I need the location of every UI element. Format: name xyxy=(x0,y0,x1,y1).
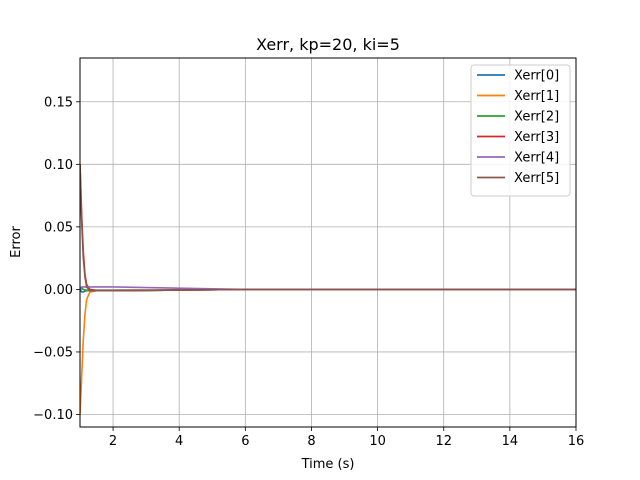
legend: Xerr[0] Xerr[1] Xerr[2] Xerr[3] Xerr[4] Xerr[… xyxy=(470,64,571,197)
plot-series xyxy=(80,164,576,415)
y-tick-label: 0.15 xyxy=(44,95,73,110)
chart-title: Xerr, kp=20, ki=5 xyxy=(256,35,400,54)
axis-ticks: 2 4 6 8 10 12 14 16 −0.10 −0.05 0.00 0.05 0.10 0.15 xyxy=(33,95,584,449)
y-tick-label: 0.05 xyxy=(44,220,73,235)
legend-label: Xerr[1] xyxy=(514,89,559,104)
legend-label: Xerr[3] xyxy=(514,130,559,145)
legend-box xyxy=(470,64,571,197)
x-tick-label: 12 xyxy=(435,434,452,449)
y-tick-label: 0.10 xyxy=(44,158,73,173)
x-tick-label: 16 xyxy=(568,434,585,449)
x-tick-label: 2 xyxy=(109,434,117,449)
plot-area-frame xyxy=(79,57,577,428)
series-line-5 xyxy=(80,164,576,292)
legend-label: Xerr[0] xyxy=(514,69,559,84)
y-tick-label: 0.00 xyxy=(44,283,73,298)
y-tick-label: −0.05 xyxy=(33,345,73,360)
legend-label: Xerr[2] xyxy=(514,110,559,125)
x-axis-title: Time (s) xyxy=(301,457,355,472)
x-tick-label: 8 xyxy=(307,434,315,449)
legend-label: Xerr[4] xyxy=(514,151,559,166)
x-tick-label: 6 xyxy=(241,434,249,449)
x-tick-label: 14 xyxy=(502,434,519,449)
series-line-4 xyxy=(80,286,576,291)
y-axis-title: Error xyxy=(9,226,24,258)
x-tick-label: 10 xyxy=(369,434,386,449)
legend-label: Xerr[5] xyxy=(514,171,559,186)
y-tick-label: −0.10 xyxy=(33,408,73,423)
x-tick-label: 4 xyxy=(175,434,183,449)
